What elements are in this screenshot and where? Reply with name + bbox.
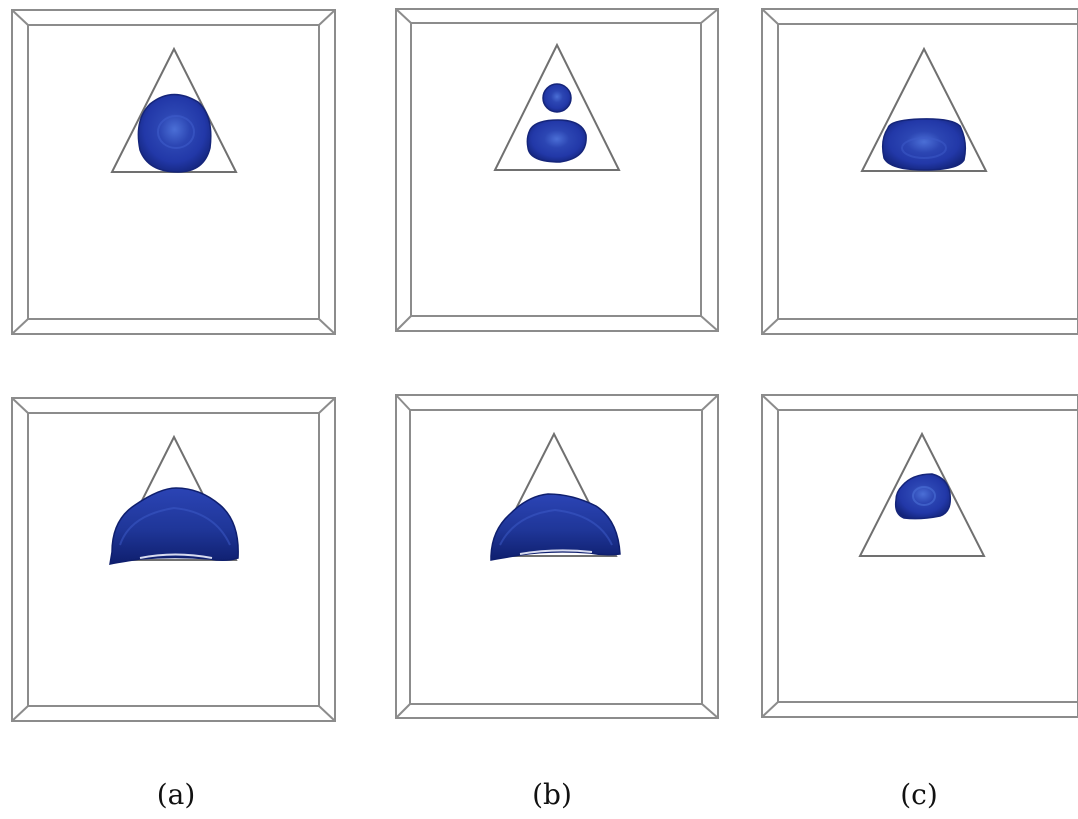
panel-a-bottom	[11, 397, 336, 722]
label-b: (b)	[532, 778, 572, 811]
wireframe-box-icon	[11, 397, 336, 722]
triangle-outline-icon	[490, 431, 618, 557]
triangle-outline-icon	[493, 42, 621, 171]
panel-c-top	[761, 8, 1078, 335]
wireframe-box-icon	[761, 8, 1078, 335]
blue-isosurface-blob	[137, 93, 212, 173]
wireframe-box-icon	[395, 8, 719, 332]
triangle-outline-icon	[858, 431, 986, 557]
panel-b-bottom	[395, 394, 719, 719]
wireframe-box-icon	[395, 394, 719, 719]
panel-a-top	[11, 9, 336, 335]
label-a: (a)	[156, 778, 196, 811]
panel-b-top	[395, 8, 719, 332]
wireframe-box-icon	[11, 9, 336, 335]
triangle-outline-icon	[860, 46, 988, 172]
panel-c-bottom	[761, 394, 1078, 718]
label-c: (c)	[900, 778, 938, 811]
blue-isosurface-blob	[526, 83, 587, 163]
blue-isosurface-blob	[490, 493, 621, 561]
blue-isosurface-blob	[894, 473, 952, 520]
wireframe-box-icon	[761, 394, 1078, 718]
blue-isosurface-blob	[881, 118, 967, 171]
blue-isosurface-blob	[109, 487, 239, 565]
